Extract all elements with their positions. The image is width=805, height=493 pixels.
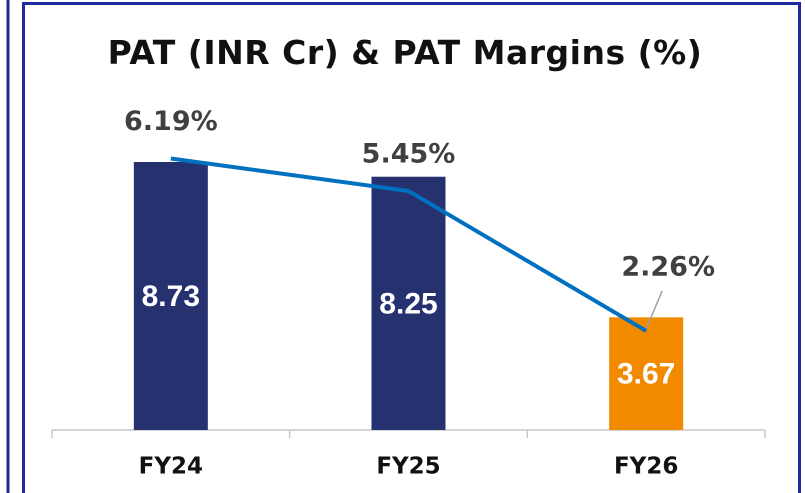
line-value-label: 6.19% xyxy=(124,106,218,137)
leader-line xyxy=(645,290,663,330)
margin-line xyxy=(170,156,648,333)
panel-border xyxy=(22,2,801,493)
x-tick-label: FY25 xyxy=(376,454,440,480)
bar xyxy=(371,176,446,430)
bar-value-label: 8.25 xyxy=(379,287,437,320)
x-tick-label: FY24 xyxy=(139,454,203,480)
bar xyxy=(133,161,208,430)
bar-value-label: 8.73 xyxy=(142,280,200,313)
line-value-label: 5.45% xyxy=(362,138,456,169)
chart-title: PAT (INR Cr) & PAT Margins (%) xyxy=(107,33,703,72)
bar-value-label: 3.67 xyxy=(617,358,675,391)
x-tick-label: FY26 xyxy=(614,454,678,480)
bar xyxy=(609,317,684,430)
line-value-label: 2.26% xyxy=(621,251,715,282)
